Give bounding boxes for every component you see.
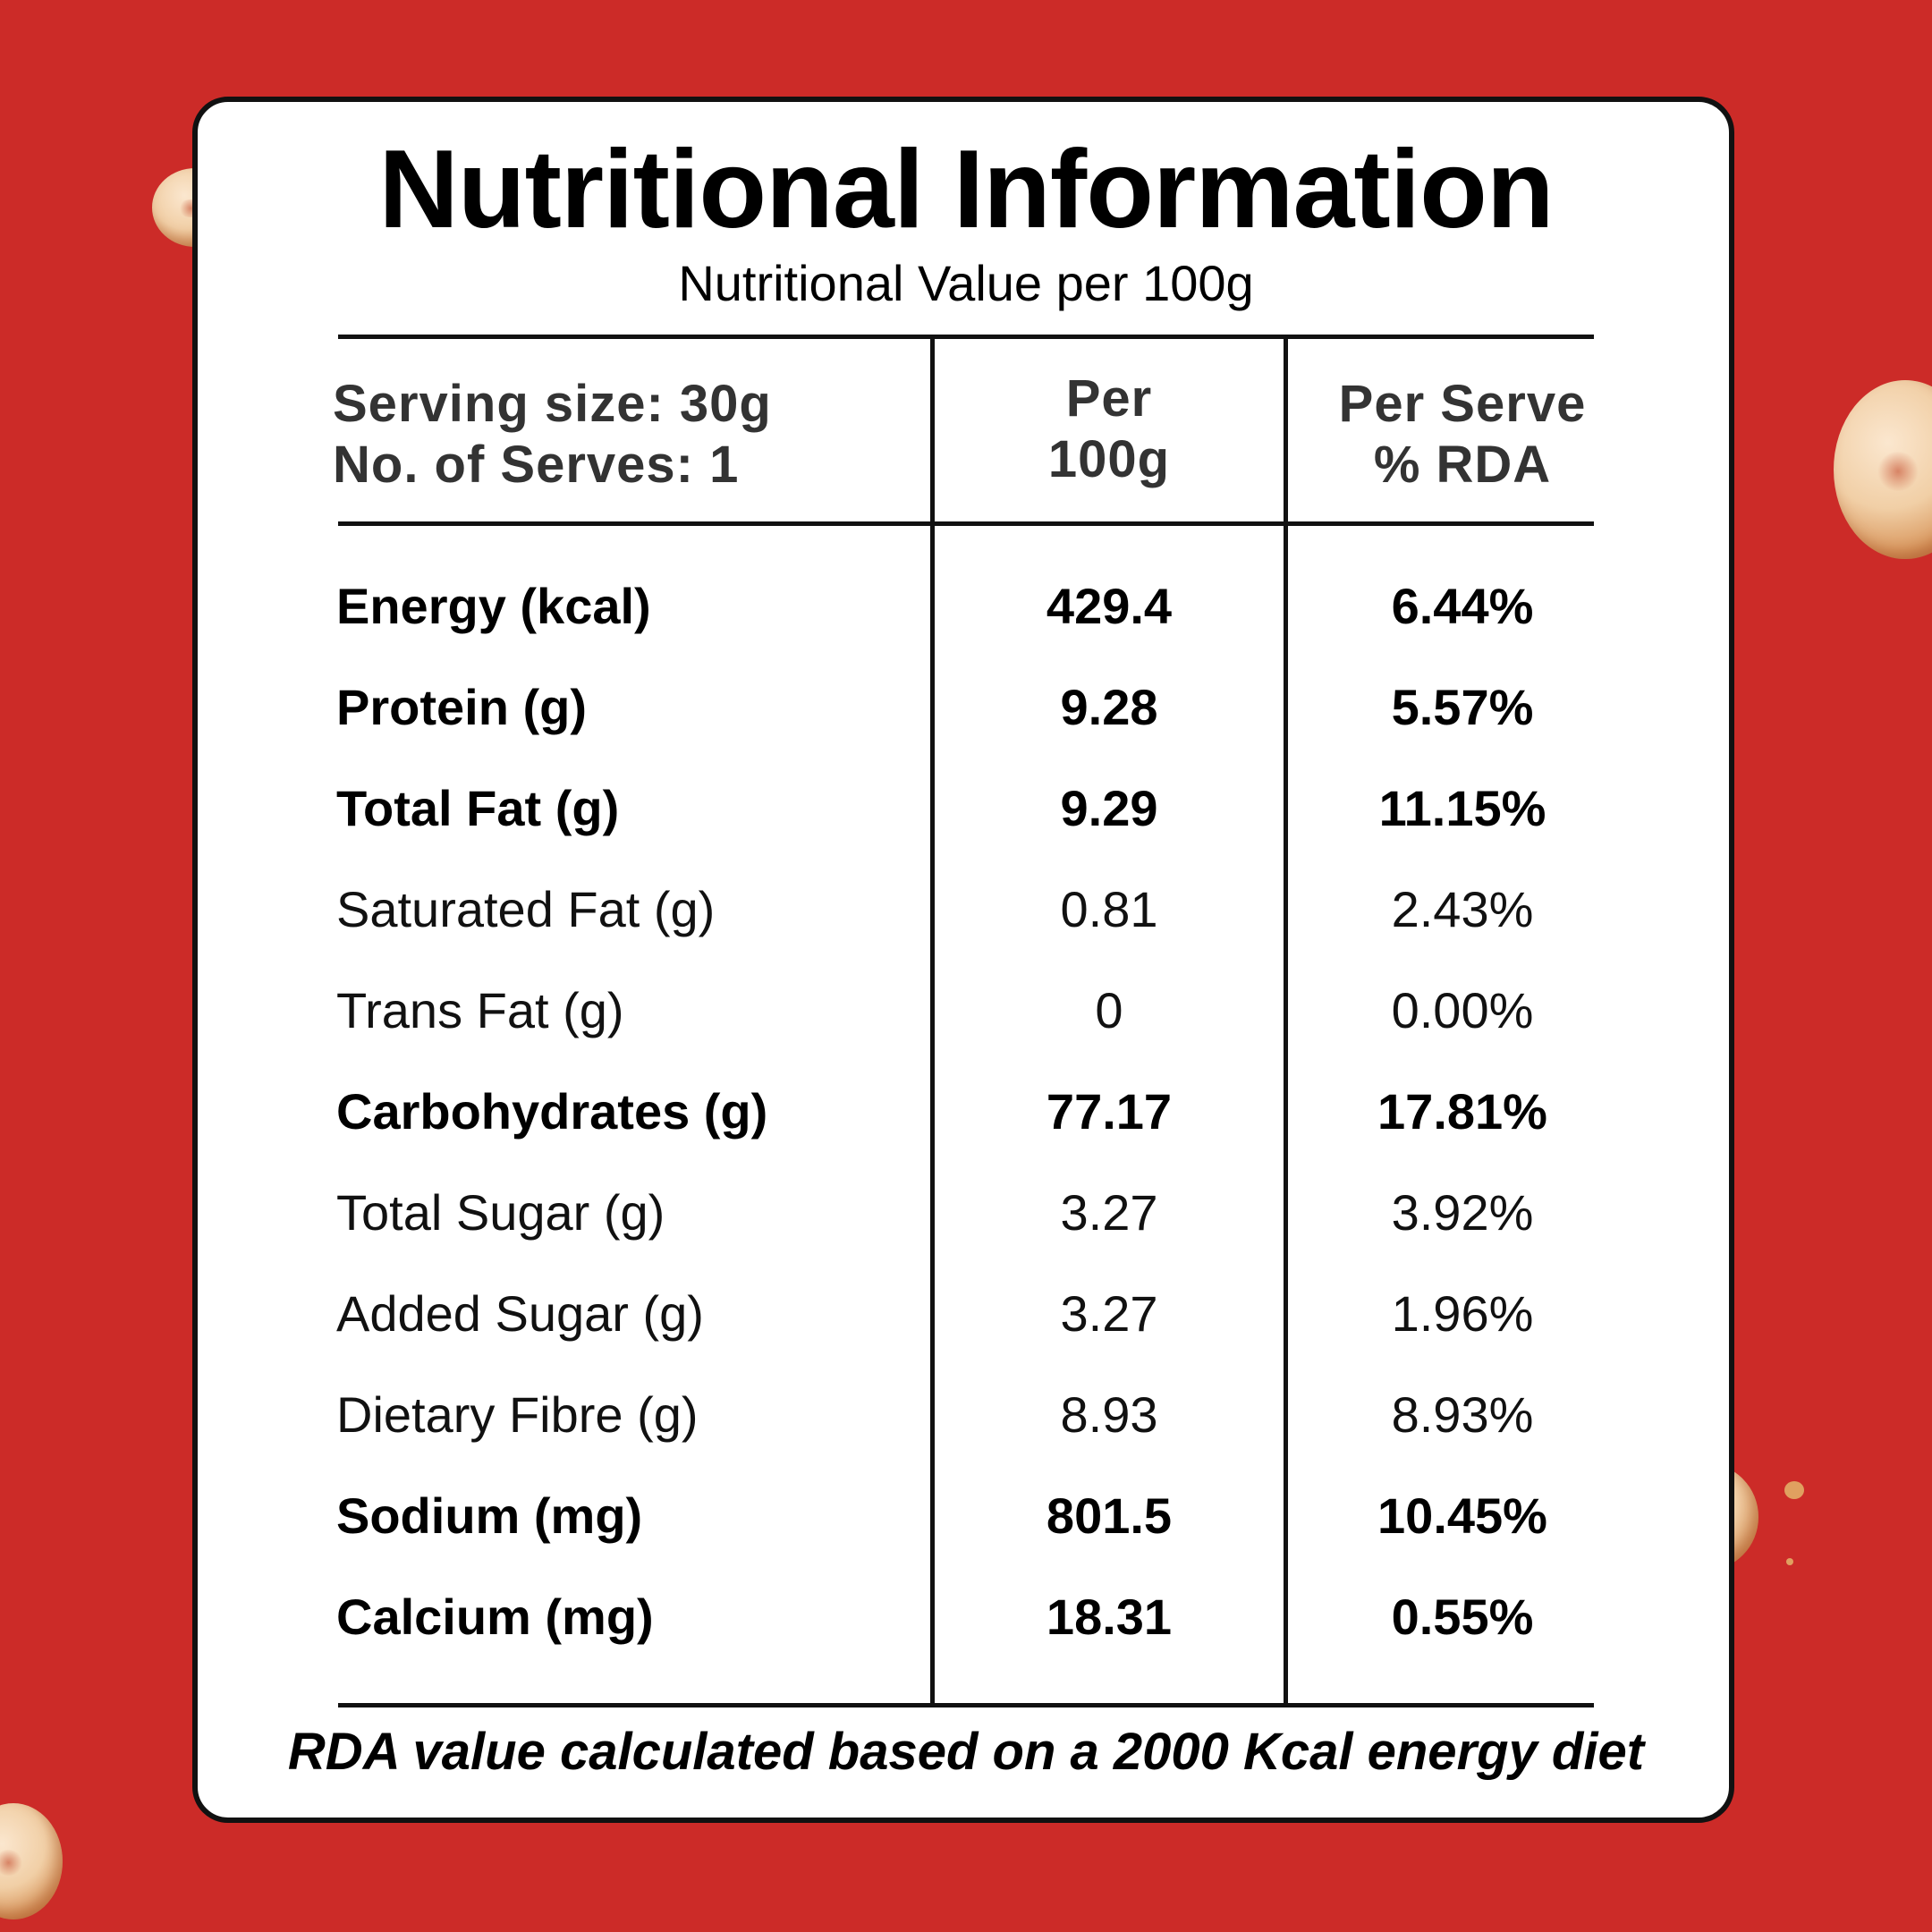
table-row: Added Sugar (g) 3.27 1.96% <box>0 1278 1932 1350</box>
per-100g-value: 18.31 <box>1046 1589 1173 1645</box>
table-row: Dietary Fibre (g) 8.93 8.93% <box>0 1379 1932 1451</box>
table-row: Total Fat (g) 9.29 11.15% <box>0 773 1932 844</box>
table-row: Total Sugar (g) 3.27 3.92% <box>0 1177 1932 1249</box>
rda-value: 0.55% <box>1391 1589 1534 1645</box>
crumb-decoration <box>1786 1558 1793 1565</box>
rda-value: 11.15% <box>1378 780 1546 836</box>
per-100g-value: 77.17 <box>1046 1083 1173 1140</box>
rda-value: 0.00% <box>1391 982 1534 1038</box>
column-divider <box>1284 337 1288 1707</box>
crumb-decoration <box>1784 1481 1804 1499</box>
table-row: Carbohydrates (g) 77.17 17.81% <box>0 1076 1932 1148</box>
nutrition-card <box>192 97 1734 1823</box>
nutrient-label: Total Fat (g) <box>336 780 620 836</box>
table-row: Saturated Fat (g) 0.81 2.43% <box>0 874 1932 945</box>
rda-value: 2.43% <box>1391 881 1534 937</box>
table-row: Energy (kcal) 429.4 6.44% <box>0 571 1932 642</box>
serving-info: Serving size: 30g No. of Serves: 1 <box>333 374 772 496</box>
table-row: Trans Fat (g) 0 0.00% <box>0 975 1932 1046</box>
per-100g-value: 9.28 <box>1060 679 1158 735</box>
peanut-decoration <box>1834 380 1932 559</box>
rda-value: 1.96% <box>1391 1285 1534 1342</box>
rda-value: 3.92% <box>1391 1184 1534 1241</box>
nutrient-label: Energy (kcal) <box>336 578 651 634</box>
column-header-per-100g: Per 100g <box>935 369 1284 490</box>
table-row: Calcium (mg) 18.31 0.55% <box>0 1581 1932 1653</box>
nutrient-label: Trans Fat (g) <box>336 982 624 1038</box>
per-100g-value: 8.93 <box>1060 1386 1158 1443</box>
per-100g-value: 3.27 <box>1060 1285 1158 1342</box>
table-top-rule <box>338 335 1594 339</box>
table-bottom-rule <box>338 1703 1594 1707</box>
per-100g-value: 9.29 <box>1060 780 1158 836</box>
page-subtitle: Nutritional Value per 100g <box>678 255 1254 311</box>
page-title: Nutritional Information <box>378 128 1554 251</box>
column-header-line: % RDA <box>1373 436 1552 494</box>
table-row: Sodium (mg) 801.5 10.45% <box>0 1480 1932 1552</box>
rda-footnote: RDA value calculated based on a 2000 Kca… <box>287 1723 1645 1781</box>
per-100g-value: 429.4 <box>1046 578 1173 634</box>
rda-value: 6.44% <box>1391 578 1534 634</box>
column-divider <box>930 337 935 1707</box>
per-100g-value: 0.81 <box>1060 881 1158 937</box>
nutrient-label: Total Sugar (g) <box>336 1184 665 1241</box>
table-header-rule <box>338 521 1594 526</box>
rda-value: 10.45% <box>1377 1487 1547 1544</box>
nutrient-label: Dietary Fibre (g) <box>336 1386 699 1443</box>
rda-value: 17.81% <box>1377 1083 1547 1140</box>
per-100g-value: 0 <box>1095 982 1123 1038</box>
serving-size: Serving size: 30g <box>333 375 772 433</box>
column-header-line: Per <box>1065 369 1153 428</box>
nutrient-label: Calcium (mg) <box>336 1589 654 1645</box>
column-header-rda: Per Serve % RDA <box>1288 374 1637 496</box>
table-row: Protein (g) 9.28 5.57% <box>0 672 1932 743</box>
number-of-serves: No. of Serves: 1 <box>333 436 740 494</box>
column-header-line: 100g <box>1047 430 1171 488</box>
nutrient-label: Protein (g) <box>336 679 587 735</box>
nutrient-label: Saturated Fat (g) <box>336 881 716 937</box>
peanut-decoration <box>0 1803 63 1919</box>
column-header-line: Per Serve <box>1338 375 1587 433</box>
per-100g-value: 3.27 <box>1060 1184 1158 1241</box>
per-100g-value: 801.5 <box>1046 1487 1173 1544</box>
rda-value: 5.57% <box>1391 679 1534 735</box>
rda-value: 8.93% <box>1391 1386 1534 1443</box>
nutrient-label: Sodium (mg) <box>336 1487 643 1544</box>
nutrient-label: Carbohydrates (g) <box>336 1083 768 1140</box>
nutrient-label: Added Sugar (g) <box>336 1285 704 1342</box>
